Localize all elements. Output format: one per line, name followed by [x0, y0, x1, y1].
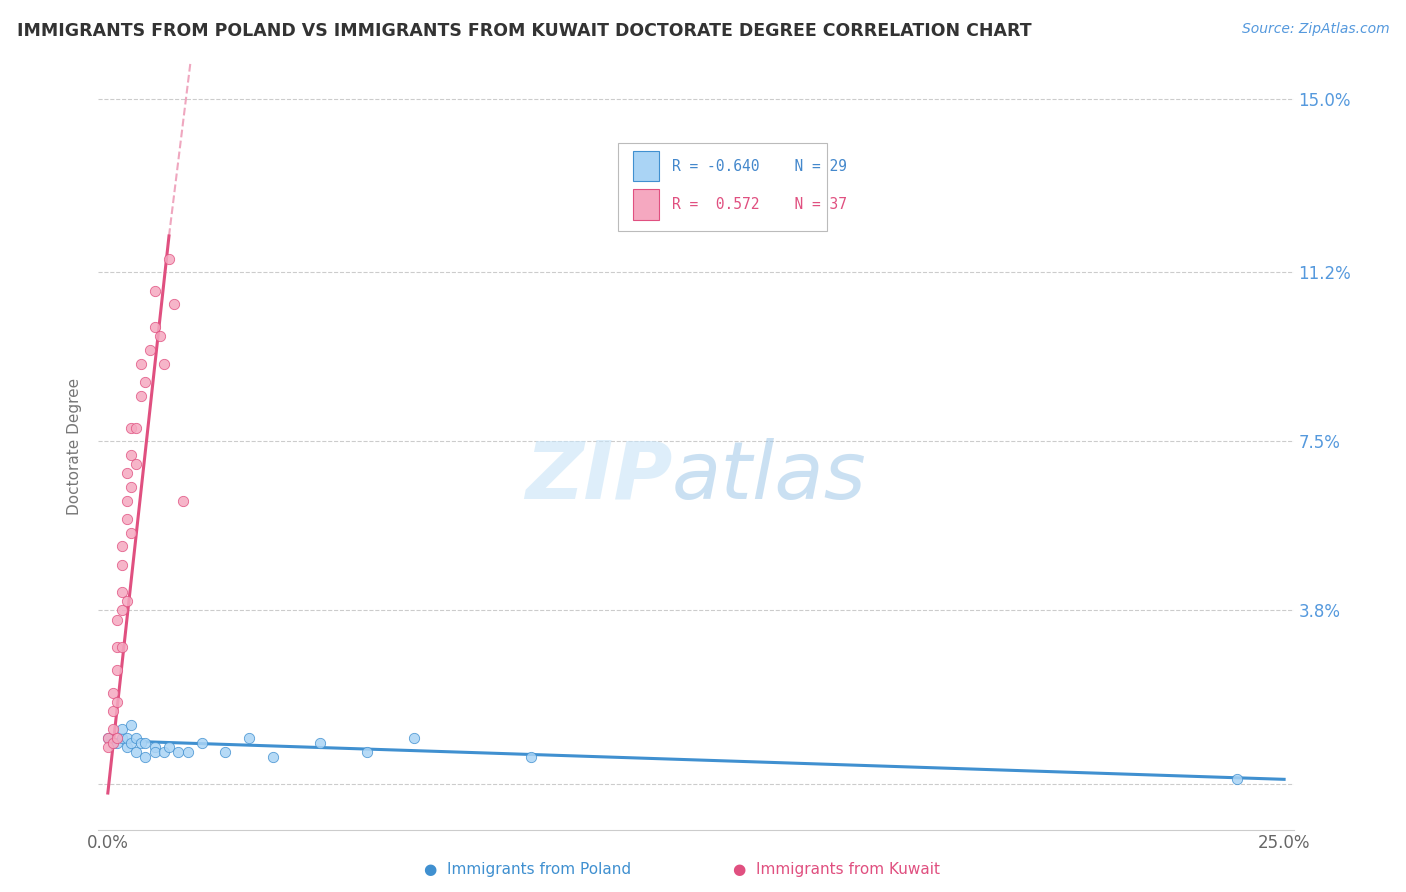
Point — [120, 480, 142, 494]
Point — [101, 736, 124, 750]
Point — [262, 749, 284, 764]
Point — [120, 717, 142, 731]
Y-axis label: Doctorate Degree: Doctorate Degree — [67, 377, 83, 515]
Point — [105, 640, 128, 654]
Text: ●  Immigrants from Poland: ● Immigrants from Poland — [423, 863, 631, 877]
Point — [120, 736, 142, 750]
Point — [143, 745, 166, 759]
Point — [111, 722, 134, 736]
Point — [115, 740, 138, 755]
Point — [143, 284, 166, 298]
Point — [308, 736, 330, 750]
Point — [125, 745, 148, 759]
Point — [157, 252, 180, 266]
Point — [238, 731, 260, 746]
Point — [105, 736, 128, 750]
Point — [153, 357, 176, 371]
Point — [111, 603, 134, 617]
Point — [167, 745, 190, 759]
Point — [125, 457, 148, 471]
Point — [97, 731, 120, 746]
Bar — [633, 151, 659, 181]
Point — [134, 375, 156, 389]
Point — [105, 613, 128, 627]
Point — [134, 749, 156, 764]
Point — [177, 745, 200, 759]
Point — [120, 448, 142, 462]
Point — [111, 731, 134, 746]
Point — [115, 594, 138, 608]
Point — [97, 731, 120, 746]
Point — [356, 745, 378, 759]
Text: atlas: atlas — [672, 438, 868, 516]
Point — [125, 421, 148, 435]
Point — [402, 731, 425, 746]
Point — [115, 512, 138, 526]
Point — [149, 329, 172, 343]
Point — [172, 493, 194, 508]
Point — [101, 704, 124, 718]
Point — [157, 740, 180, 755]
Point — [139, 343, 162, 358]
Point — [129, 736, 152, 750]
Point — [115, 493, 138, 508]
Point — [125, 731, 148, 746]
Point — [101, 685, 124, 699]
Point — [120, 421, 142, 435]
Point — [115, 467, 138, 481]
Text: Source: ZipAtlas.com: Source: ZipAtlas.com — [1241, 22, 1389, 37]
Point — [143, 740, 166, 755]
Point — [520, 749, 543, 764]
Point — [111, 640, 134, 654]
FancyBboxPatch shape — [619, 143, 827, 231]
Point — [111, 540, 134, 554]
Point — [1226, 772, 1249, 787]
Point — [163, 297, 186, 311]
Text: ●  Immigrants from Kuwait: ● Immigrants from Kuwait — [733, 863, 941, 877]
Point — [129, 389, 152, 403]
Text: R = -0.640    N = 29: R = -0.640 N = 29 — [672, 159, 846, 174]
Point — [111, 558, 134, 572]
Point — [214, 745, 236, 759]
Point — [111, 585, 134, 599]
Point — [105, 731, 128, 746]
Text: ZIP: ZIP — [524, 438, 672, 516]
Point — [105, 663, 128, 677]
Text: IMMIGRANTS FROM POLAND VS IMMIGRANTS FROM KUWAIT DOCTORATE DEGREE CORRELATION CH: IMMIGRANTS FROM POLAND VS IMMIGRANTS FRO… — [17, 22, 1032, 40]
Point — [115, 731, 138, 746]
Point — [120, 525, 142, 540]
Point — [105, 695, 128, 709]
Point — [191, 736, 214, 750]
Bar — [633, 189, 659, 219]
Point — [129, 357, 152, 371]
Point — [101, 736, 124, 750]
Text: R =  0.572    N = 37: R = 0.572 N = 37 — [672, 197, 846, 212]
Point — [101, 722, 124, 736]
Point — [153, 745, 176, 759]
Point — [97, 740, 120, 755]
Point — [134, 736, 156, 750]
Point — [143, 320, 166, 334]
